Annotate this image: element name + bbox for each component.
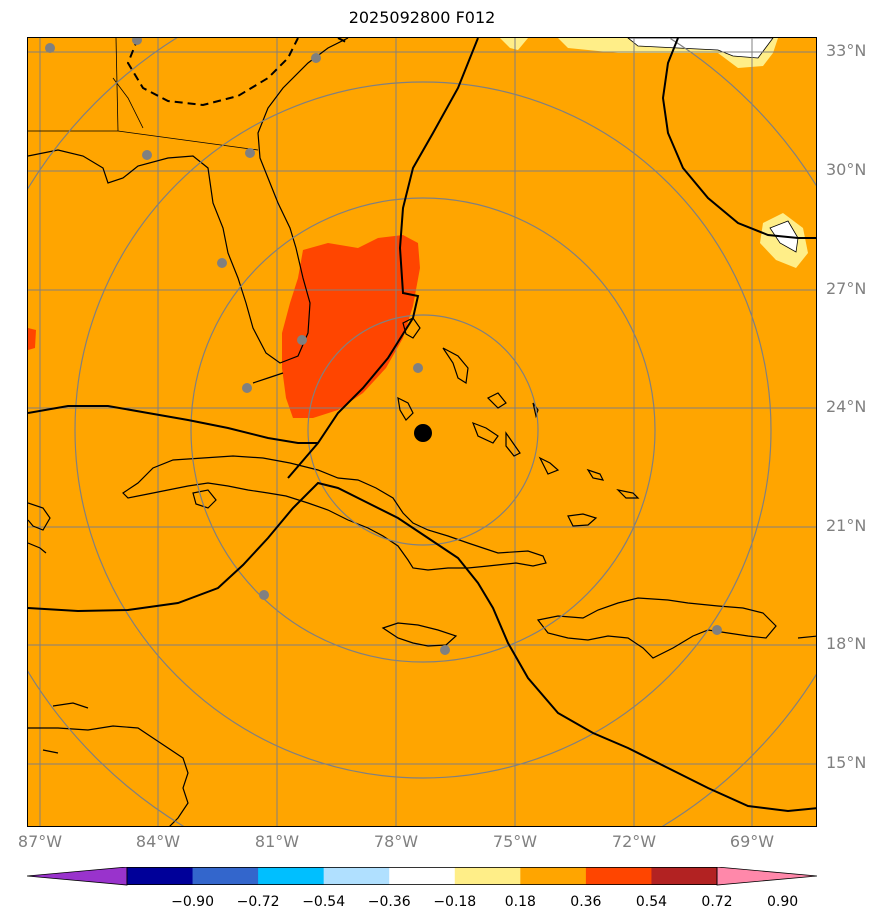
lat-label-27n: 27°N <box>826 279 867 298</box>
station-marker <box>132 38 142 45</box>
lon-label-72w: 72°W <box>611 832 657 851</box>
storm-center-marker <box>414 424 432 442</box>
station-marker <box>242 383 252 393</box>
colorbar-segment <box>651 867 718 885</box>
station-marker <box>142 150 152 160</box>
coastlines <box>28 38 816 826</box>
station-marker <box>440 645 450 655</box>
lon-label-69w: 69°W <box>729 832 775 851</box>
lat-label-21n: 21°N <box>826 516 867 535</box>
colorbar-segment <box>323 867 390 885</box>
lat-label-18n: 18°N <box>826 634 867 653</box>
lat-label-24n: 24°N <box>826 397 867 416</box>
lat-label-15n: 15°N <box>826 753 867 772</box>
field-high-region <box>282 235 420 418</box>
colorbar-arrow-low <box>27 867 128 886</box>
station-marker <box>311 53 321 63</box>
station-marker <box>297 335 307 345</box>
station-markers <box>45 38 722 655</box>
colorbar <box>27 867 817 886</box>
colorbar-tick-label: −0.90 <box>171 894 214 910</box>
colorbar-tick-label: 0.90 <box>766 894 799 910</box>
lat-label-30n: 30°N <box>826 160 867 179</box>
lon-label-87w: 87°W <box>17 832 63 851</box>
field-high-left-edge <box>28 328 36 350</box>
colorbar-segment <box>454 867 521 885</box>
field-patch-top-small <box>500 38 528 50</box>
station-marker <box>245 148 255 158</box>
colorbar-outline <box>126 867 718 886</box>
colorbar-tick-label: 0.54 <box>635 894 668 910</box>
lon-label-75w: 75°W <box>492 832 538 851</box>
field-patch-top-inner <box>627 38 774 59</box>
station-marker <box>217 258 227 268</box>
colorbar-tick-label: 0.36 <box>570 894 602 910</box>
contour-lines <box>28 38 816 813</box>
colorbar-segment <box>389 867 456 885</box>
colorbar-segment <box>258 867 325 885</box>
colorbar-segment <box>192 867 259 885</box>
station-marker <box>45 43 55 53</box>
colorbar-segment <box>520 867 587 885</box>
colorbar-tick-label: −0.36 <box>367 894 411 910</box>
colorbar-tick-label: 0.18 <box>504 894 536 910</box>
range-rings <box>28 38 816 826</box>
colorbar-segment <box>127 867 194 885</box>
colorbar-tick-label: 0.72 <box>701 894 733 910</box>
station-marker <box>413 363 423 373</box>
lon-label-81w: 81°W <box>254 832 300 851</box>
station-marker <box>259 590 269 600</box>
lon-label-78w: 78°W <box>373 832 419 851</box>
map-frame <box>27 37 817 827</box>
grid-lines <box>28 38 816 826</box>
map-title: 2025092800 F012 <box>348 8 496 27</box>
colorbar-tick-label: −0.72 <box>236 894 280 910</box>
colorbar-arrow-high <box>716 867 817 886</box>
colorbar-tick-label: −0.18 <box>433 894 477 910</box>
lat-label-33n: 33°N <box>826 41 867 60</box>
station-marker <box>712 625 722 635</box>
colorbar-segment <box>585 867 652 885</box>
lon-label-84w: 84°W <box>135 832 181 851</box>
colorbar-tick-label: −0.54 <box>302 894 346 910</box>
